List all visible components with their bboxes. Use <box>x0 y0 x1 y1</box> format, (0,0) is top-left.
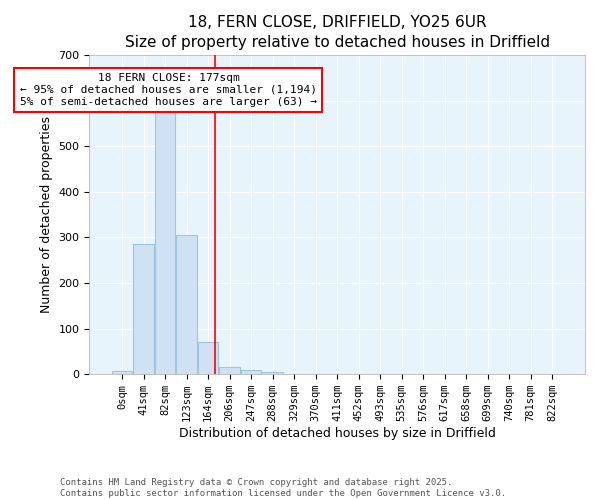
Bar <box>112 371 132 374</box>
Text: Contains HM Land Registry data © Crown copyright and database right 2025.
Contai: Contains HM Land Registry data © Crown c… <box>60 478 506 498</box>
Bar <box>241 370 262 374</box>
Y-axis label: Number of detached properties: Number of detached properties <box>40 116 53 313</box>
X-axis label: Distribution of detached houses by size in Driffield: Distribution of detached houses by size … <box>179 427 496 440</box>
Bar <box>133 244 154 374</box>
Bar <box>198 342 218 374</box>
Bar <box>262 372 283 374</box>
Bar <box>155 112 175 374</box>
Bar <box>220 368 240 374</box>
Text: 18 FERN CLOSE: 177sqm
← 95% of detached houses are smaller (1,194)
5% of semi-de: 18 FERN CLOSE: 177sqm ← 95% of detached … <box>20 74 317 106</box>
Title: 18, FERN CLOSE, DRIFFIELD, YO25 6UR
Size of property relative to detached houses: 18, FERN CLOSE, DRIFFIELD, YO25 6UR Size… <box>125 15 550 50</box>
Bar <box>176 235 197 374</box>
